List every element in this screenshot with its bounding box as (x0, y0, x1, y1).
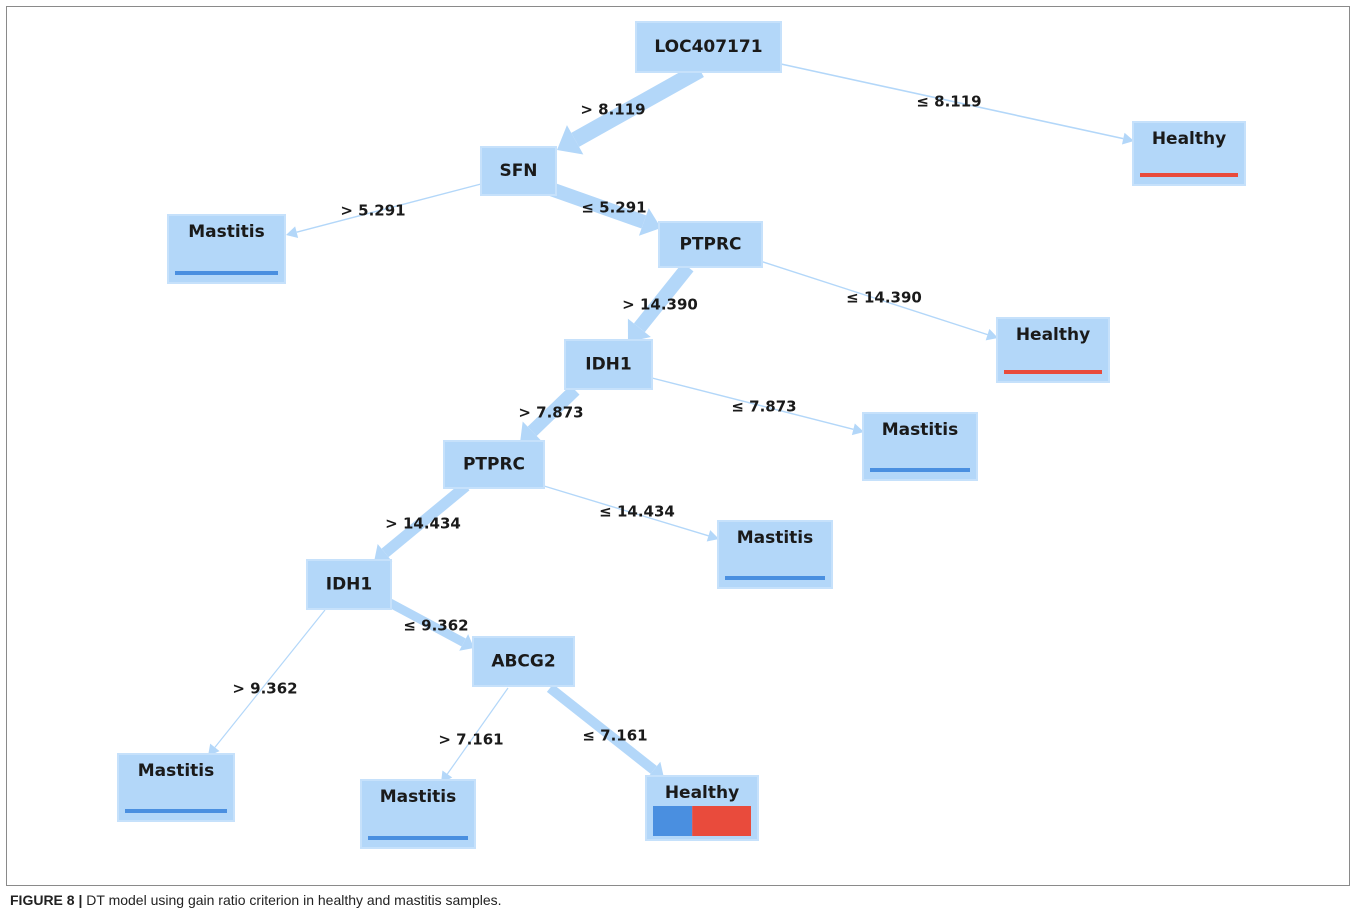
edge-line (543, 485, 709, 537)
node-box (658, 221, 763, 268)
edge-line (633, 262, 694, 333)
node-box (306, 559, 392, 610)
node-box (480, 146, 557, 196)
edge-line (545, 181, 647, 229)
node-label: Healthy (1016, 325, 1090, 345)
node-label: Mastitis (188, 222, 265, 242)
leaf-node: Healthy (996, 317, 1110, 383)
edge-line (381, 481, 470, 558)
edge-condition-label: > 8.119 (580, 101, 645, 119)
node-label: ABCG2 (491, 652, 555, 672)
edge-labels-layer: > 8.119 ≤ 8.119 > 5.291 ≤ 5.291 > 14.390 ≤ 14… (232, 93, 981, 749)
mastitis-class-bar (368, 836, 468, 840)
edge-arrowhead (520, 421, 542, 443)
figure-caption: FIGURE 8 | DT model using gain ratio cri… (10, 892, 502, 908)
mastitis-class-bar (175, 271, 278, 275)
edge-condition-label: ≤ 9.362 (403, 617, 468, 635)
edge-arrowhead (706, 530, 719, 542)
edge-line (446, 687, 509, 775)
node-label: LOC407171 (654, 37, 762, 57)
edge-line (546, 684, 657, 774)
node-label: Mastitis (380, 787, 457, 807)
edge-condition-label: ≤ 5.291 (581, 199, 646, 217)
node-label: Mastitis (882, 420, 959, 440)
leaf-node: Mastitis (717, 520, 833, 589)
node-label: IDH1 (326, 575, 373, 595)
node-label: PTPRC (679, 235, 741, 255)
edge-arrowhead (208, 743, 220, 756)
leaf-node: Mastitis (360, 779, 476, 849)
healthy-class-bar (1004, 370, 1102, 374)
split-node: PTPRC (658, 221, 763, 268)
edge-line (571, 63, 704, 147)
node-label: Healthy (1152, 129, 1226, 149)
edge-arrowhead (985, 328, 998, 341)
edge-line (527, 385, 580, 436)
node-label: IDH1 (585, 355, 632, 375)
node-label: Mastitis (138, 761, 215, 781)
edge-arrowhead (557, 125, 584, 155)
split-node: IDH1 (306, 559, 392, 610)
edge-arrowhead (851, 423, 864, 436)
leaf-node: Mastitis (167, 214, 286, 284)
edge-condition-label: > 7.873 (518, 404, 583, 422)
edge-condition-label: > 14.390 (622, 296, 698, 314)
figure-frame (6, 6, 1350, 886)
edge-arrowhead (1121, 132, 1134, 145)
mastitis-class-bar (653, 806, 693, 836)
edge-condition-label: > 9.362 (232, 680, 297, 698)
figure-number: FIGURE 8 | (10, 892, 83, 908)
leaf-node: Healthy (645, 775, 759, 841)
nodes-layer: LOC407171 SFN Healthy Mastitis PTPRC IDH1 Heal… (117, 21, 1246, 849)
split-node: IDH1 (564, 339, 653, 390)
node-box (564, 339, 653, 390)
edge-line (296, 183, 482, 233)
decision-tree-diagram: LOC407171 SFN Healthy Mastitis PTPRC IDH1 Heal… (117, 21, 1246, 849)
leaf-node: Healthy (1132, 121, 1246, 186)
edge-condition-label: ≤ 7.161 (582, 727, 647, 745)
healthy-class-bar (1140, 173, 1238, 177)
node-label: PTPRC (463, 455, 525, 475)
mastitis-class-bar (725, 576, 825, 580)
split-node: PTPRC (443, 440, 545, 489)
split-node: SFN (480, 146, 557, 196)
node-label: Healthy (665, 783, 739, 803)
split-node: LOC407171 (635, 21, 782, 73)
edge-condition-label: > 5.291 (340, 202, 405, 220)
node-label: Mastitis (737, 528, 814, 548)
node-label: SFN (499, 161, 537, 181)
leaf-node: Mastitis (117, 753, 235, 822)
node-box (635, 21, 782, 73)
edge-arrowhead (459, 634, 474, 651)
mastitis-class-bar (870, 468, 970, 472)
edge-arrowhead (627, 318, 651, 342)
edge-line (387, 599, 466, 647)
edge-arrowhead (374, 543, 393, 562)
edge-line (214, 609, 326, 748)
edge-condition-label: ≤ 7.873 (731, 398, 796, 416)
edge-arrowhead (286, 226, 299, 239)
edge-condition-label: > 7.161 (438, 731, 503, 749)
mastitis-class-bar (125, 809, 227, 813)
edge-arrowhead (647, 761, 664, 779)
edge-line (759, 260, 988, 336)
edge-arrowhead (638, 208, 661, 236)
split-node: ABCG2 (472, 636, 575, 687)
healthy-class-bar (692, 806, 751, 836)
edge-condition-label: ≤ 14.390 (846, 289, 922, 307)
node-box (443, 440, 545, 489)
edge-condition-label: ≤ 14.434 (599, 503, 675, 521)
node-box (472, 636, 575, 687)
edges-layer (208, 63, 1134, 783)
caption-text: DT model using gain ratio criterion in h… (82, 892, 502, 908)
leaf-node: Mastitis (862, 412, 978, 481)
edge-line (651, 377, 854, 430)
edge-condition-label: > 14.434 (385, 515, 461, 533)
edge-condition-label: ≤ 8.119 (916, 93, 981, 111)
edge-line (780, 63, 1124, 140)
